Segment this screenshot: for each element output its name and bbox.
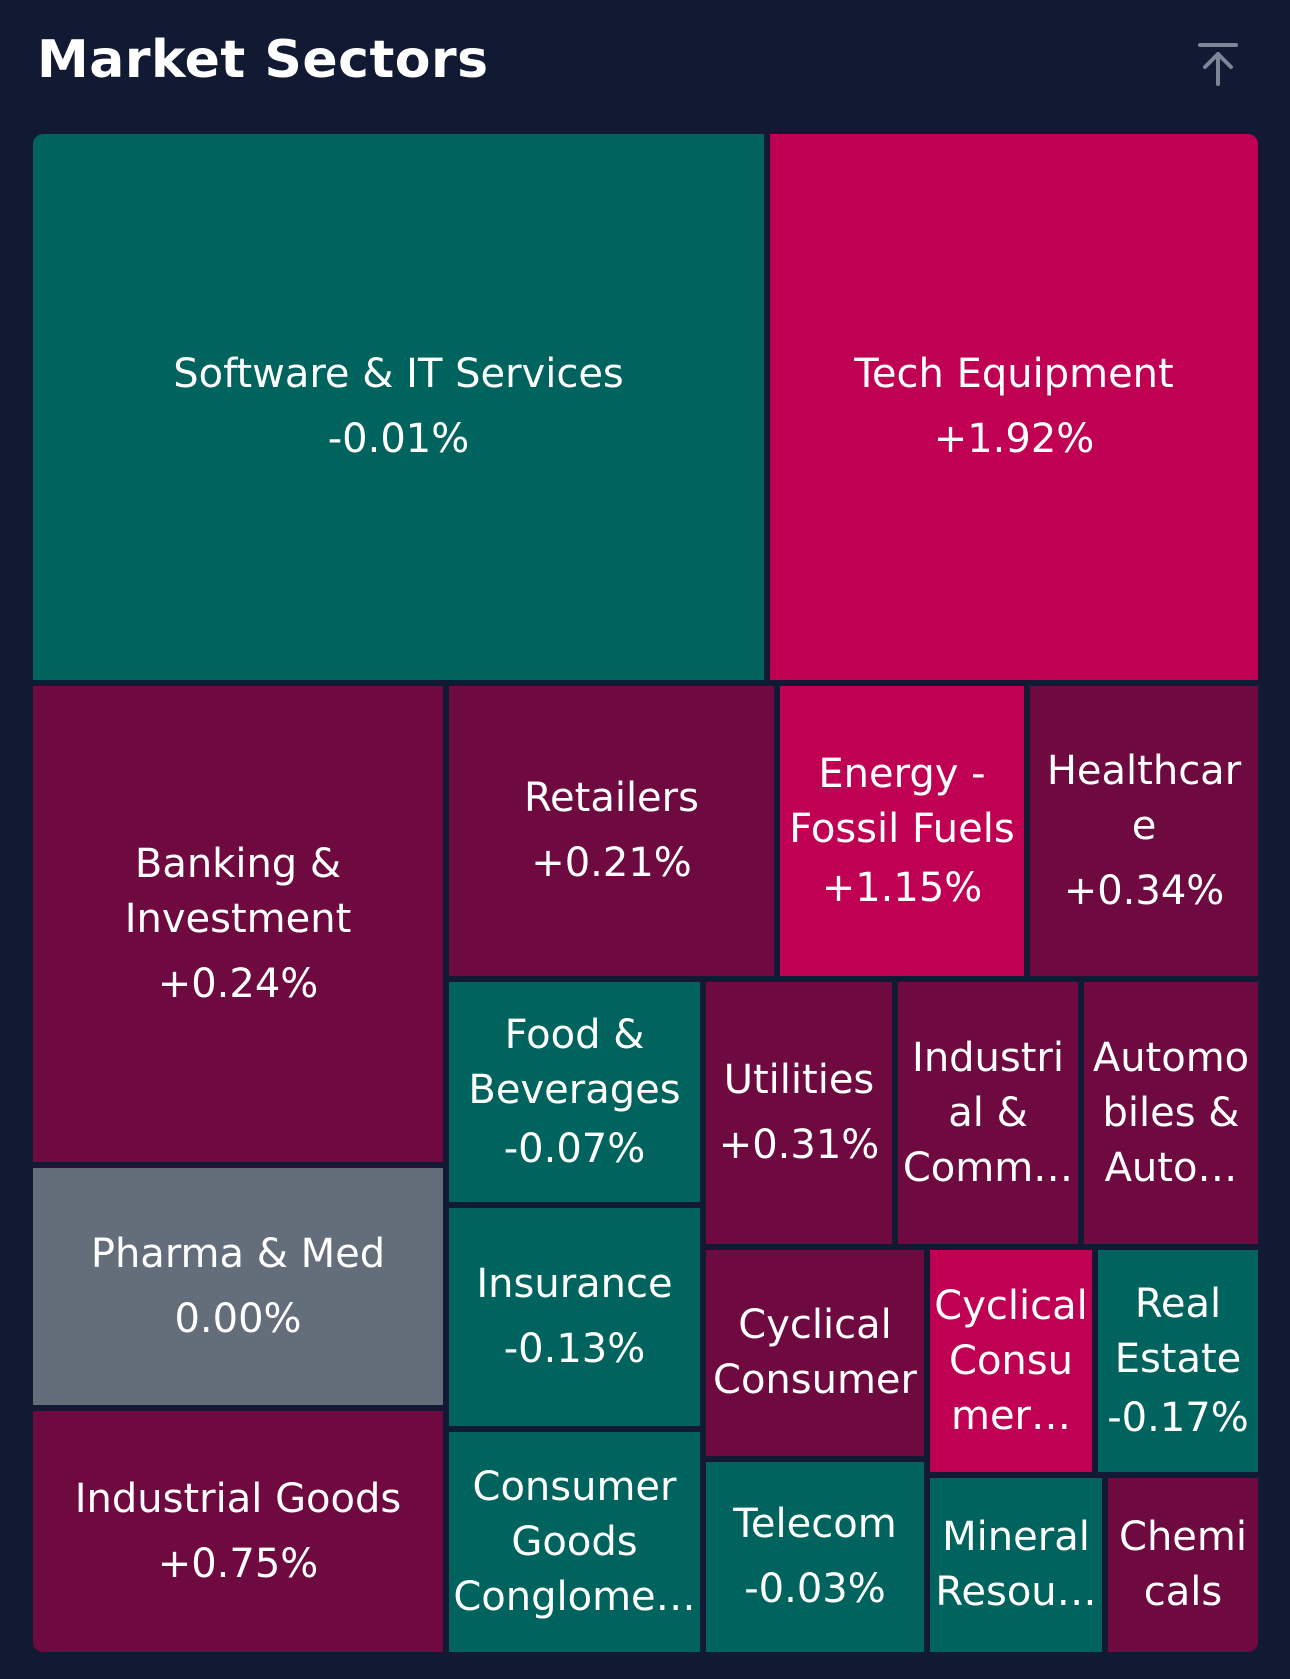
sector-change: +0.34% [1063,867,1225,914]
arrow-up-to-line-icon [1198,43,1238,86]
sector-tile-industrial-commercial[interactable]: Industri al & Comm… [898,982,1078,1244]
sector-name: Real Estate [1114,1280,1242,1382]
sector-name: Pharma & Med [90,1230,386,1277]
sector-name: Food & Beverages [468,1011,681,1113]
sector-tile-cyclical-consumer-2[interactable]: Cyclical Consu mer… [930,1250,1092,1472]
sector-name: Insurance [476,1261,673,1307]
sector-tile-tech-equipment[interactable]: Tech Equipment +1.92% [770,134,1258,680]
sector-name: Industrial Goods [74,1475,402,1522]
sector-name: Consumer Goods Conglome… [453,1463,696,1620]
sector-name: Telecom [733,1501,897,1547]
sector-name: Cyclical Consumer [713,1302,917,1403]
sector-change: +1.15% [821,864,983,911]
sector-tile-industrial-goods[interactable]: Industrial Goods +0.75% [33,1411,443,1652]
sector-change: +0.24% [157,960,319,1007]
sector-name: Utilities [723,1057,875,1103]
sector-name: Tech Equipment [854,351,1174,397]
sector-tile-software-it-services[interactable]: Software & IT Services -0.01% [33,134,764,680]
sector-tile-retailers[interactable]: Retailers +0.21% [449,686,774,976]
sector-tile-banking-investment[interactable]: Banking & Investment +0.24% [33,686,443,1162]
sector-change: +0.21% [531,840,692,886]
sector-tile-telecom[interactable]: Telecom -0.03% [706,1462,924,1652]
sector-name: Cyclical Consu mer… [934,1282,1088,1439]
sector-tile-healthcare[interactable]: Healthcare +0.34% [1030,686,1258,976]
sector-treemap: Software & IT Services -0.01% Tech Equip… [33,134,1258,1652]
scroll-to-top-button[interactable] [1190,36,1246,92]
sector-name: Banking & Investment [124,840,352,942]
sector-change: -0.13% [503,1326,646,1372]
sector-change: -0.01% [327,416,470,462]
sector-name: Retailers [524,775,699,821]
sector-name: Automo biles & Auto… [1092,1034,1250,1191]
sector-tile-mineral-resources[interactable]: Mineral Resou… [930,1478,1102,1652]
sector-tile-chemicals[interactable]: Chemi cals [1108,1478,1258,1652]
sector-name: Software & IT Services [173,351,624,397]
sector-name: Healthcare [1046,747,1242,849]
sector-name: Energy - Fossil Fuels [789,750,1015,852]
sector-tile-insurance[interactable]: Insurance -0.13% [449,1208,700,1426]
sector-name: Chemi cals [1119,1514,1247,1615]
sector-change: 0.00% [174,1295,302,1342]
sector-change: +1.92% [933,416,1095,462]
sector-tile-real-estate[interactable]: Real Estate -0.17% [1098,1250,1258,1472]
sector-change: +0.31% [718,1122,880,1168]
sector-change: -0.17% [1107,1394,1249,1441]
sector-name: Mineral Resou… [935,1514,1097,1615]
sector-tile-consumer-goods-conglomerates[interactable]: Consumer Goods Conglome… [449,1432,700,1652]
sector-tile-automobiles-auto-parts[interactable]: Automo biles & Auto… [1084,982,1258,1244]
sector-name: Industri al & Comm… [902,1034,1074,1191]
sector-change: +0.75% [157,1540,319,1587]
sector-tile-utilities[interactable]: Utilities +0.31% [706,982,892,1244]
sector-tile-energy-fossil-fuels[interactable]: Energy - Fossil Fuels +1.15% [780,686,1024,976]
sector-change: -0.07% [503,1125,646,1172]
sector-tile-cyclical-consumer[interactable]: Cyclical Consumer [706,1250,924,1456]
sector-tile-pharma-med[interactable]: Pharma & Med 0.00% [33,1168,443,1405]
page-title: Market Sectors [37,30,489,90]
sector-tile-food-beverages[interactable]: Food & Beverages -0.07% [449,982,700,1202]
sector-change: -0.03% [744,1566,886,1612]
